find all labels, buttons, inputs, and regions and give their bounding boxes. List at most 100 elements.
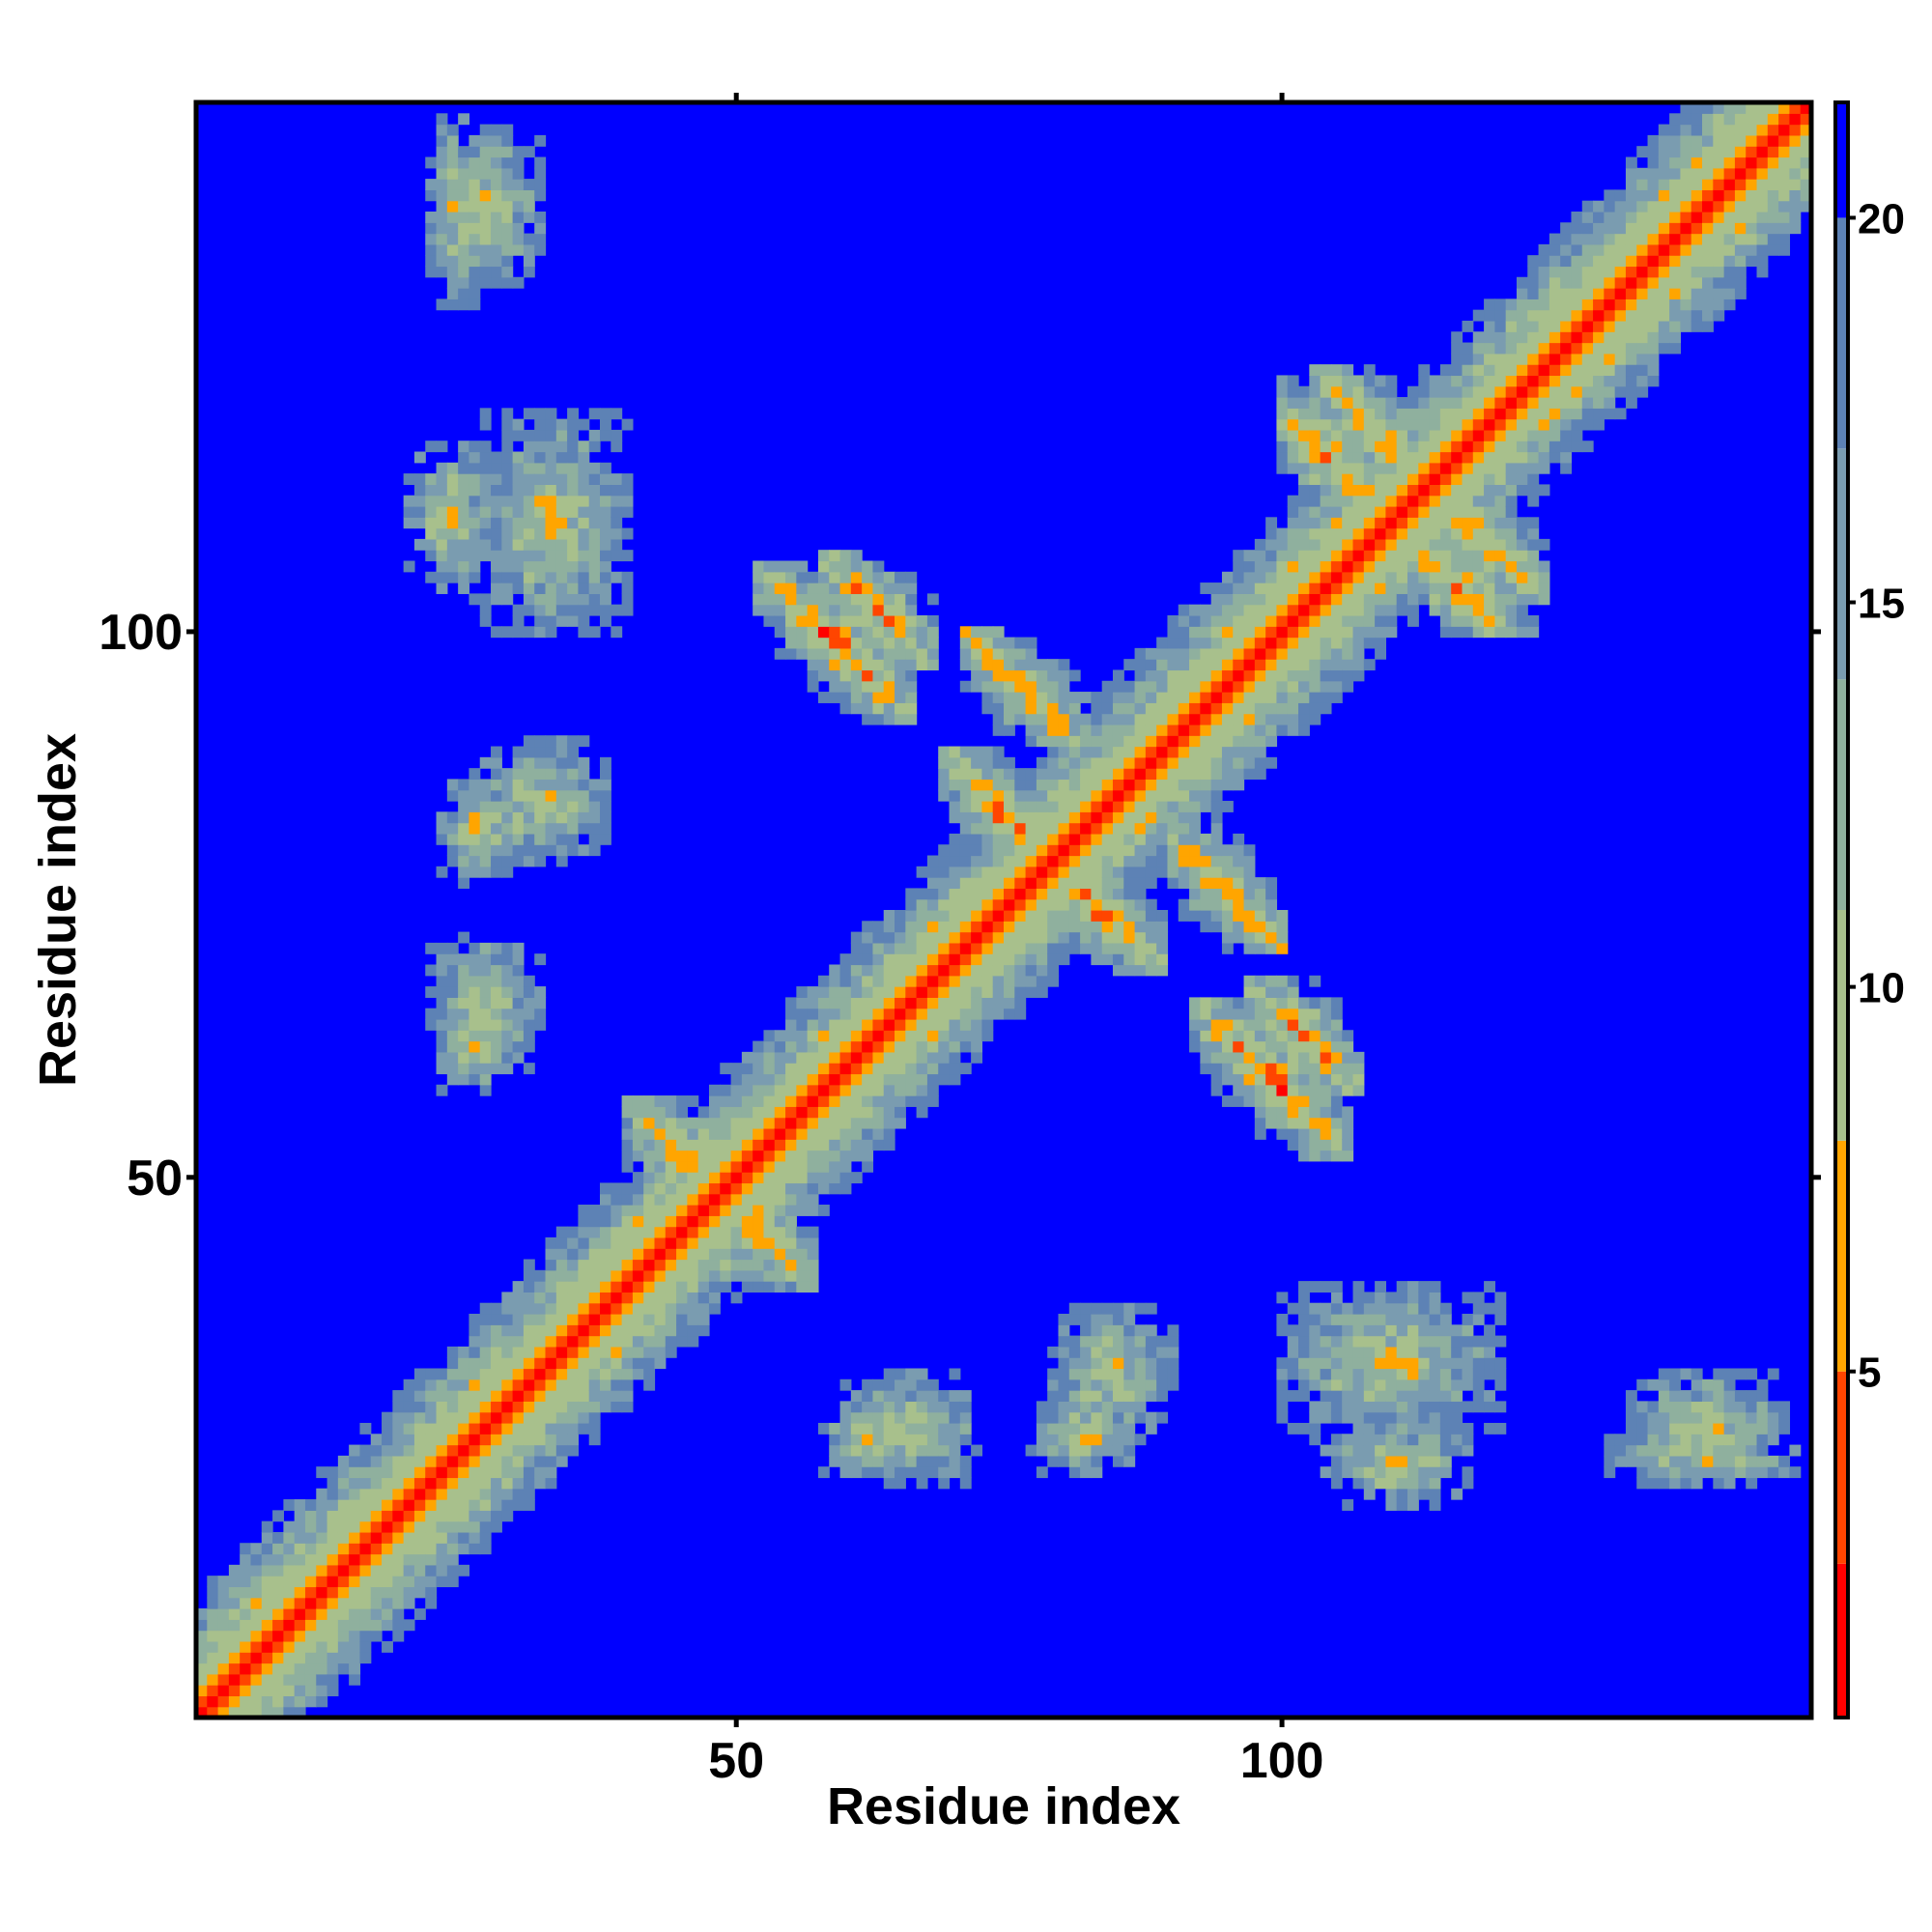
heatmap-cell (327, 1652, 339, 1664)
heatmap-cell (1298, 473, 1310, 486)
heatmap-cell (304, 1531, 317, 1544)
heatmap-cell (501, 451, 514, 464)
heatmap-cell (1298, 1084, 1310, 1096)
heatmap-cell (850, 626, 863, 639)
heatmap-cell (1548, 288, 1561, 299)
heatmap-cell (1276, 1368, 1289, 1380)
heatmap-cell (501, 801, 514, 812)
heatmap-cell (1516, 331, 1528, 344)
heatmap-cell (588, 582, 601, 594)
heatmap-cell (1189, 614, 1201, 627)
heatmap-cell (611, 571, 623, 583)
heatmap-cell (785, 1160, 797, 1173)
heatmap-cell (545, 1324, 557, 1337)
heatmap-cell (1571, 408, 1583, 420)
heatmap-cell (1068, 844, 1081, 857)
heatmap-cell (1134, 866, 1147, 878)
heatmap-cell (555, 418, 568, 431)
heatmap-cell (1342, 1444, 1354, 1457)
heatmap-cell (425, 538, 438, 551)
heatmap-cell (240, 1685, 252, 1697)
heatmap-cell (1210, 637, 1223, 649)
heatmap-cell (1254, 626, 1266, 639)
heatmap-cell (1036, 1411, 1048, 1424)
heatmap-cell (1298, 1095, 1310, 1107)
heatmap-cell (1276, 440, 1289, 453)
heatmap-cell (611, 1357, 623, 1370)
heatmap-cell (1265, 702, 1278, 715)
heatmap-cell (491, 146, 502, 158)
heatmap-cell (839, 1030, 852, 1042)
heatmap-cell (1484, 1346, 1495, 1358)
heatmap-cell (458, 833, 470, 845)
heatmap-cell (872, 692, 885, 703)
heatmap-cell (1363, 1357, 1376, 1370)
heatmap-cell (1604, 266, 1616, 278)
heatmap-cell (1200, 724, 1212, 736)
heatmap-cell (446, 124, 459, 136)
heatmap-cell (1330, 1051, 1343, 1064)
heatmap-cell (458, 801, 470, 812)
heatmap-cell (1614, 189, 1627, 202)
heatmap-cell (316, 1466, 328, 1479)
heatmap-cell (971, 746, 983, 758)
heatmap-cell (567, 560, 580, 573)
heatmap-cell (359, 1564, 372, 1577)
heatmap-cell (555, 550, 568, 562)
heatmap-cell (611, 1378, 623, 1391)
heatmap-cell (491, 167, 502, 180)
heatmap-cell (1418, 571, 1431, 583)
heatmap-cell (1233, 910, 1245, 922)
heatmap-cell (654, 1324, 667, 1337)
heatmap-cell (261, 1706, 273, 1719)
heatmap-cell (458, 1030, 470, 1042)
heatmap-cell (555, 1444, 568, 1457)
heatmap-cell (621, 1259, 634, 1271)
heatmap-cell (1309, 659, 1321, 671)
heatmap-cell (1352, 1281, 1365, 1293)
heatmap-cell (1363, 473, 1376, 486)
heatmap-cell (491, 1477, 502, 1490)
heatmap-cell (501, 211, 514, 223)
heatmap-cell (1538, 582, 1550, 594)
heatmap-cell (1309, 1302, 1321, 1315)
heatmap-cell (1429, 1390, 1441, 1402)
heatmap-cell (567, 593, 580, 606)
heatmap-cell (523, 484, 535, 497)
heatmap-cell (1352, 473, 1365, 486)
heatmap-cell (839, 1172, 852, 1184)
heatmap-cell (905, 942, 918, 954)
heatmap-cell (643, 1378, 656, 1391)
heatmap-cell (611, 1335, 623, 1348)
heatmap-cell (1527, 473, 1540, 486)
heatmap-cell (1254, 756, 1266, 769)
heatmap-cell (1265, 1095, 1278, 1107)
heatmap-cell (523, 1259, 535, 1271)
heatmap-cell (654, 1117, 667, 1129)
heatmap-cell (949, 997, 961, 1009)
heatmap-cell (611, 1215, 623, 1228)
heatmap-cell (785, 1226, 797, 1238)
heatmap-cell (807, 1172, 819, 1184)
heatmap-cell (523, 855, 535, 867)
heatmap-cell (850, 1411, 863, 1424)
heatmap-cell (872, 560, 885, 573)
heatmap-cell (436, 222, 448, 235)
heatmap-cell (555, 1248, 568, 1261)
heatmap-cell (1058, 801, 1070, 812)
heatmap-cell (1200, 582, 1212, 594)
heatmap-cell (555, 768, 568, 781)
heatmap-cell (1429, 1302, 1441, 1315)
heatmap-cell (1145, 801, 1157, 812)
heatmap-cell (1527, 397, 1540, 409)
heatmap-cell (1494, 1292, 1507, 1304)
heatmap-cell (1004, 680, 1015, 693)
heatmap-cell (1451, 582, 1463, 594)
heatmap-cell (883, 986, 895, 998)
heatmap-cell (916, 1051, 928, 1064)
heatmap-cell (491, 986, 502, 998)
heatmap-cell (926, 1401, 939, 1413)
heatmap-cell (207, 1608, 219, 1620)
heatmap-cell (1462, 375, 1474, 387)
heatmap-cell (1156, 964, 1169, 977)
